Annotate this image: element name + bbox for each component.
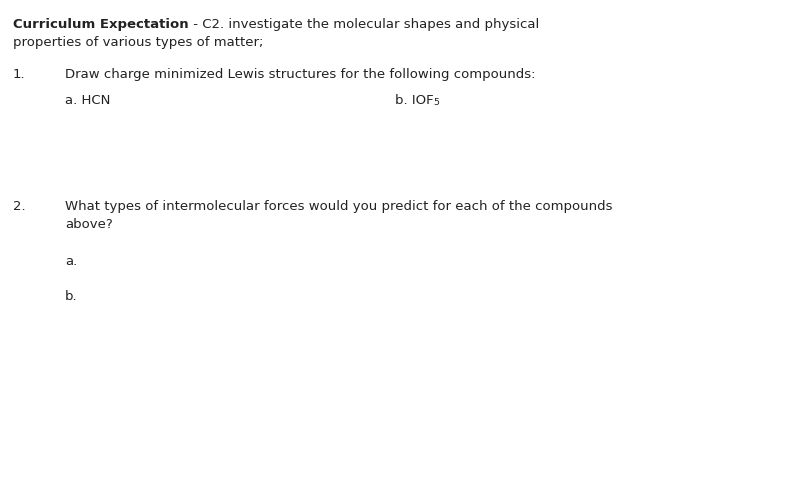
Text: properties of various types of matter;: properties of various types of matter; <box>13 36 263 49</box>
Text: a. HCN: a. HCN <box>65 94 110 107</box>
Text: above?: above? <box>65 218 112 231</box>
Text: 1.: 1. <box>13 68 26 81</box>
Text: Curriculum Expectation: Curriculum Expectation <box>13 18 189 31</box>
Text: 2.: 2. <box>13 200 26 213</box>
Text: - C2. investigate the molecular shapes and physical: - C2. investigate the molecular shapes a… <box>189 18 539 31</box>
Text: b. IOF: b. IOF <box>395 94 434 107</box>
Text: a.: a. <box>65 255 77 268</box>
Text: 5: 5 <box>434 98 439 107</box>
Text: b.: b. <box>65 290 78 303</box>
Text: Draw charge minimized Lewis structures for the following compounds:: Draw charge minimized Lewis structures f… <box>65 68 535 81</box>
Text: What types of intermolecular forces would you predict for each of the compounds: What types of intermolecular forces woul… <box>65 200 612 213</box>
